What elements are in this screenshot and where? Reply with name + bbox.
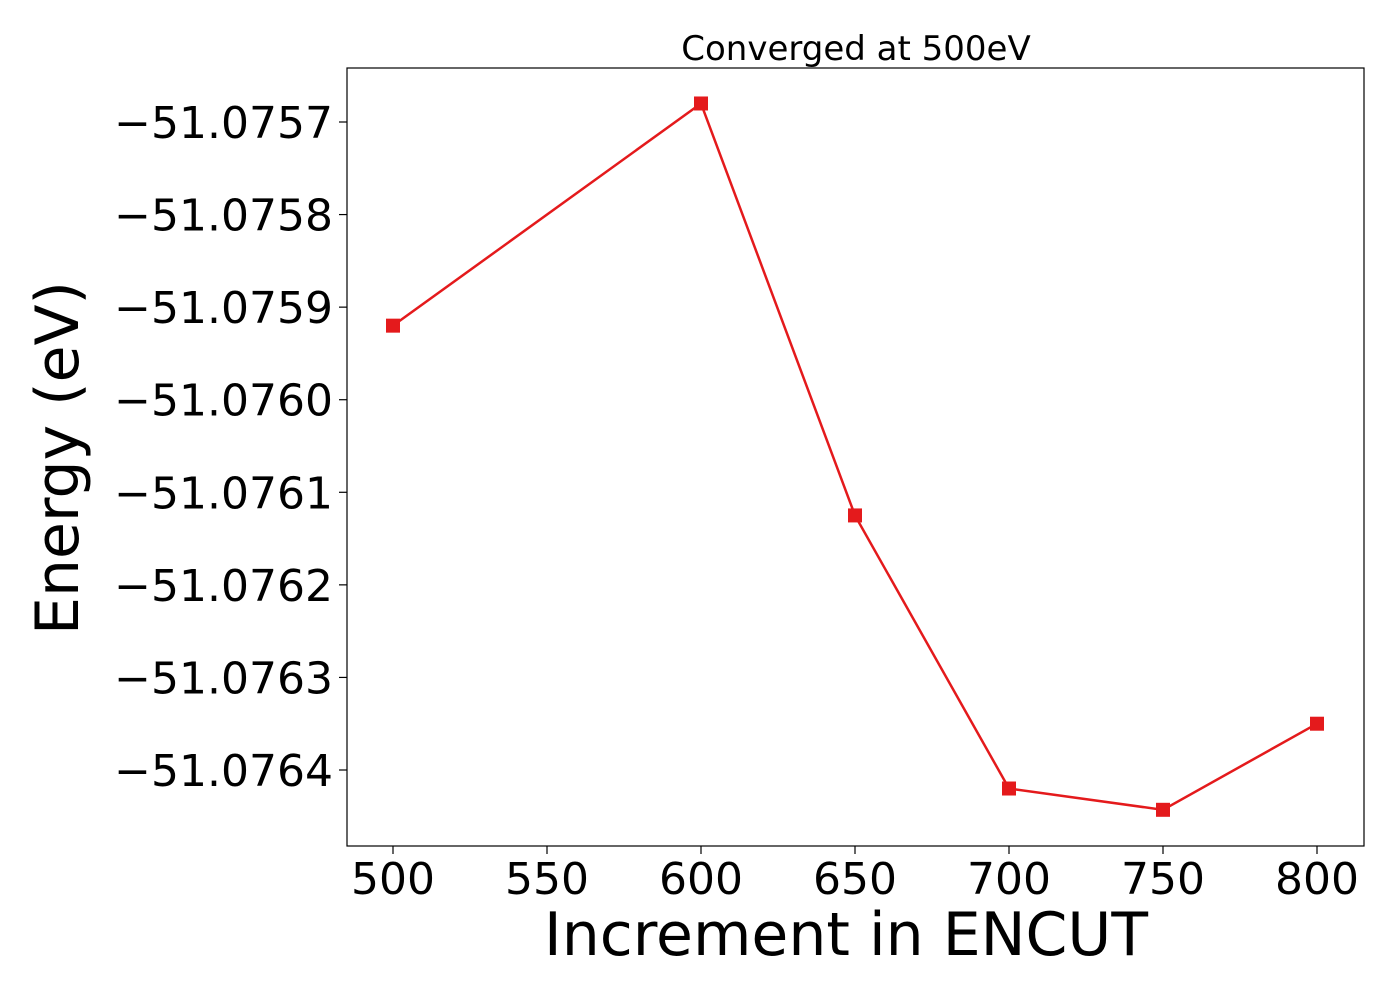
plot-frame (346, 67, 1365, 847)
y-tick-label: −51.0759 (114, 283, 333, 334)
chart-title: Converged at 500eV (681, 29, 1030, 69)
y-tick-label: −51.0758 (114, 191, 333, 242)
y-tick-label: −51.0757 (114, 98, 333, 149)
data-point (1002, 781, 1016, 796)
data-point (386, 318, 400, 333)
series-line (392, 101, 1318, 812)
x-tick-label: 750 (1121, 854, 1205, 905)
data-point (1310, 716, 1324, 731)
x-tick-label: 500 (351, 854, 435, 905)
x-tick-label: 800 (1275, 854, 1359, 905)
y-tick-label: −51.0764 (114, 746, 333, 797)
y-tick-label: −51.0761 (114, 468, 333, 519)
plot-area: 500 550 600 650 700 750 800 −51.0757 −51.0758 −51… (114, 67, 1365, 905)
x-axis-title: Increment in ENCUT (544, 900, 1148, 970)
data-point (848, 508, 862, 523)
y-axis-title: Energy (eV) (23, 281, 93, 635)
data-point (1156, 802, 1170, 817)
y-tick-label: −51.0763 (114, 653, 333, 704)
x-tick-label: 650 (813, 854, 897, 905)
y-tick-label: −51.0762 (114, 561, 333, 612)
data-point (694, 96, 708, 111)
y-tick-label: −51.0760 (114, 376, 333, 427)
x-tick-label: 700 (967, 854, 1051, 905)
x-tick-label: 550 (505, 854, 589, 905)
x-tick-label: 600 (659, 854, 743, 905)
